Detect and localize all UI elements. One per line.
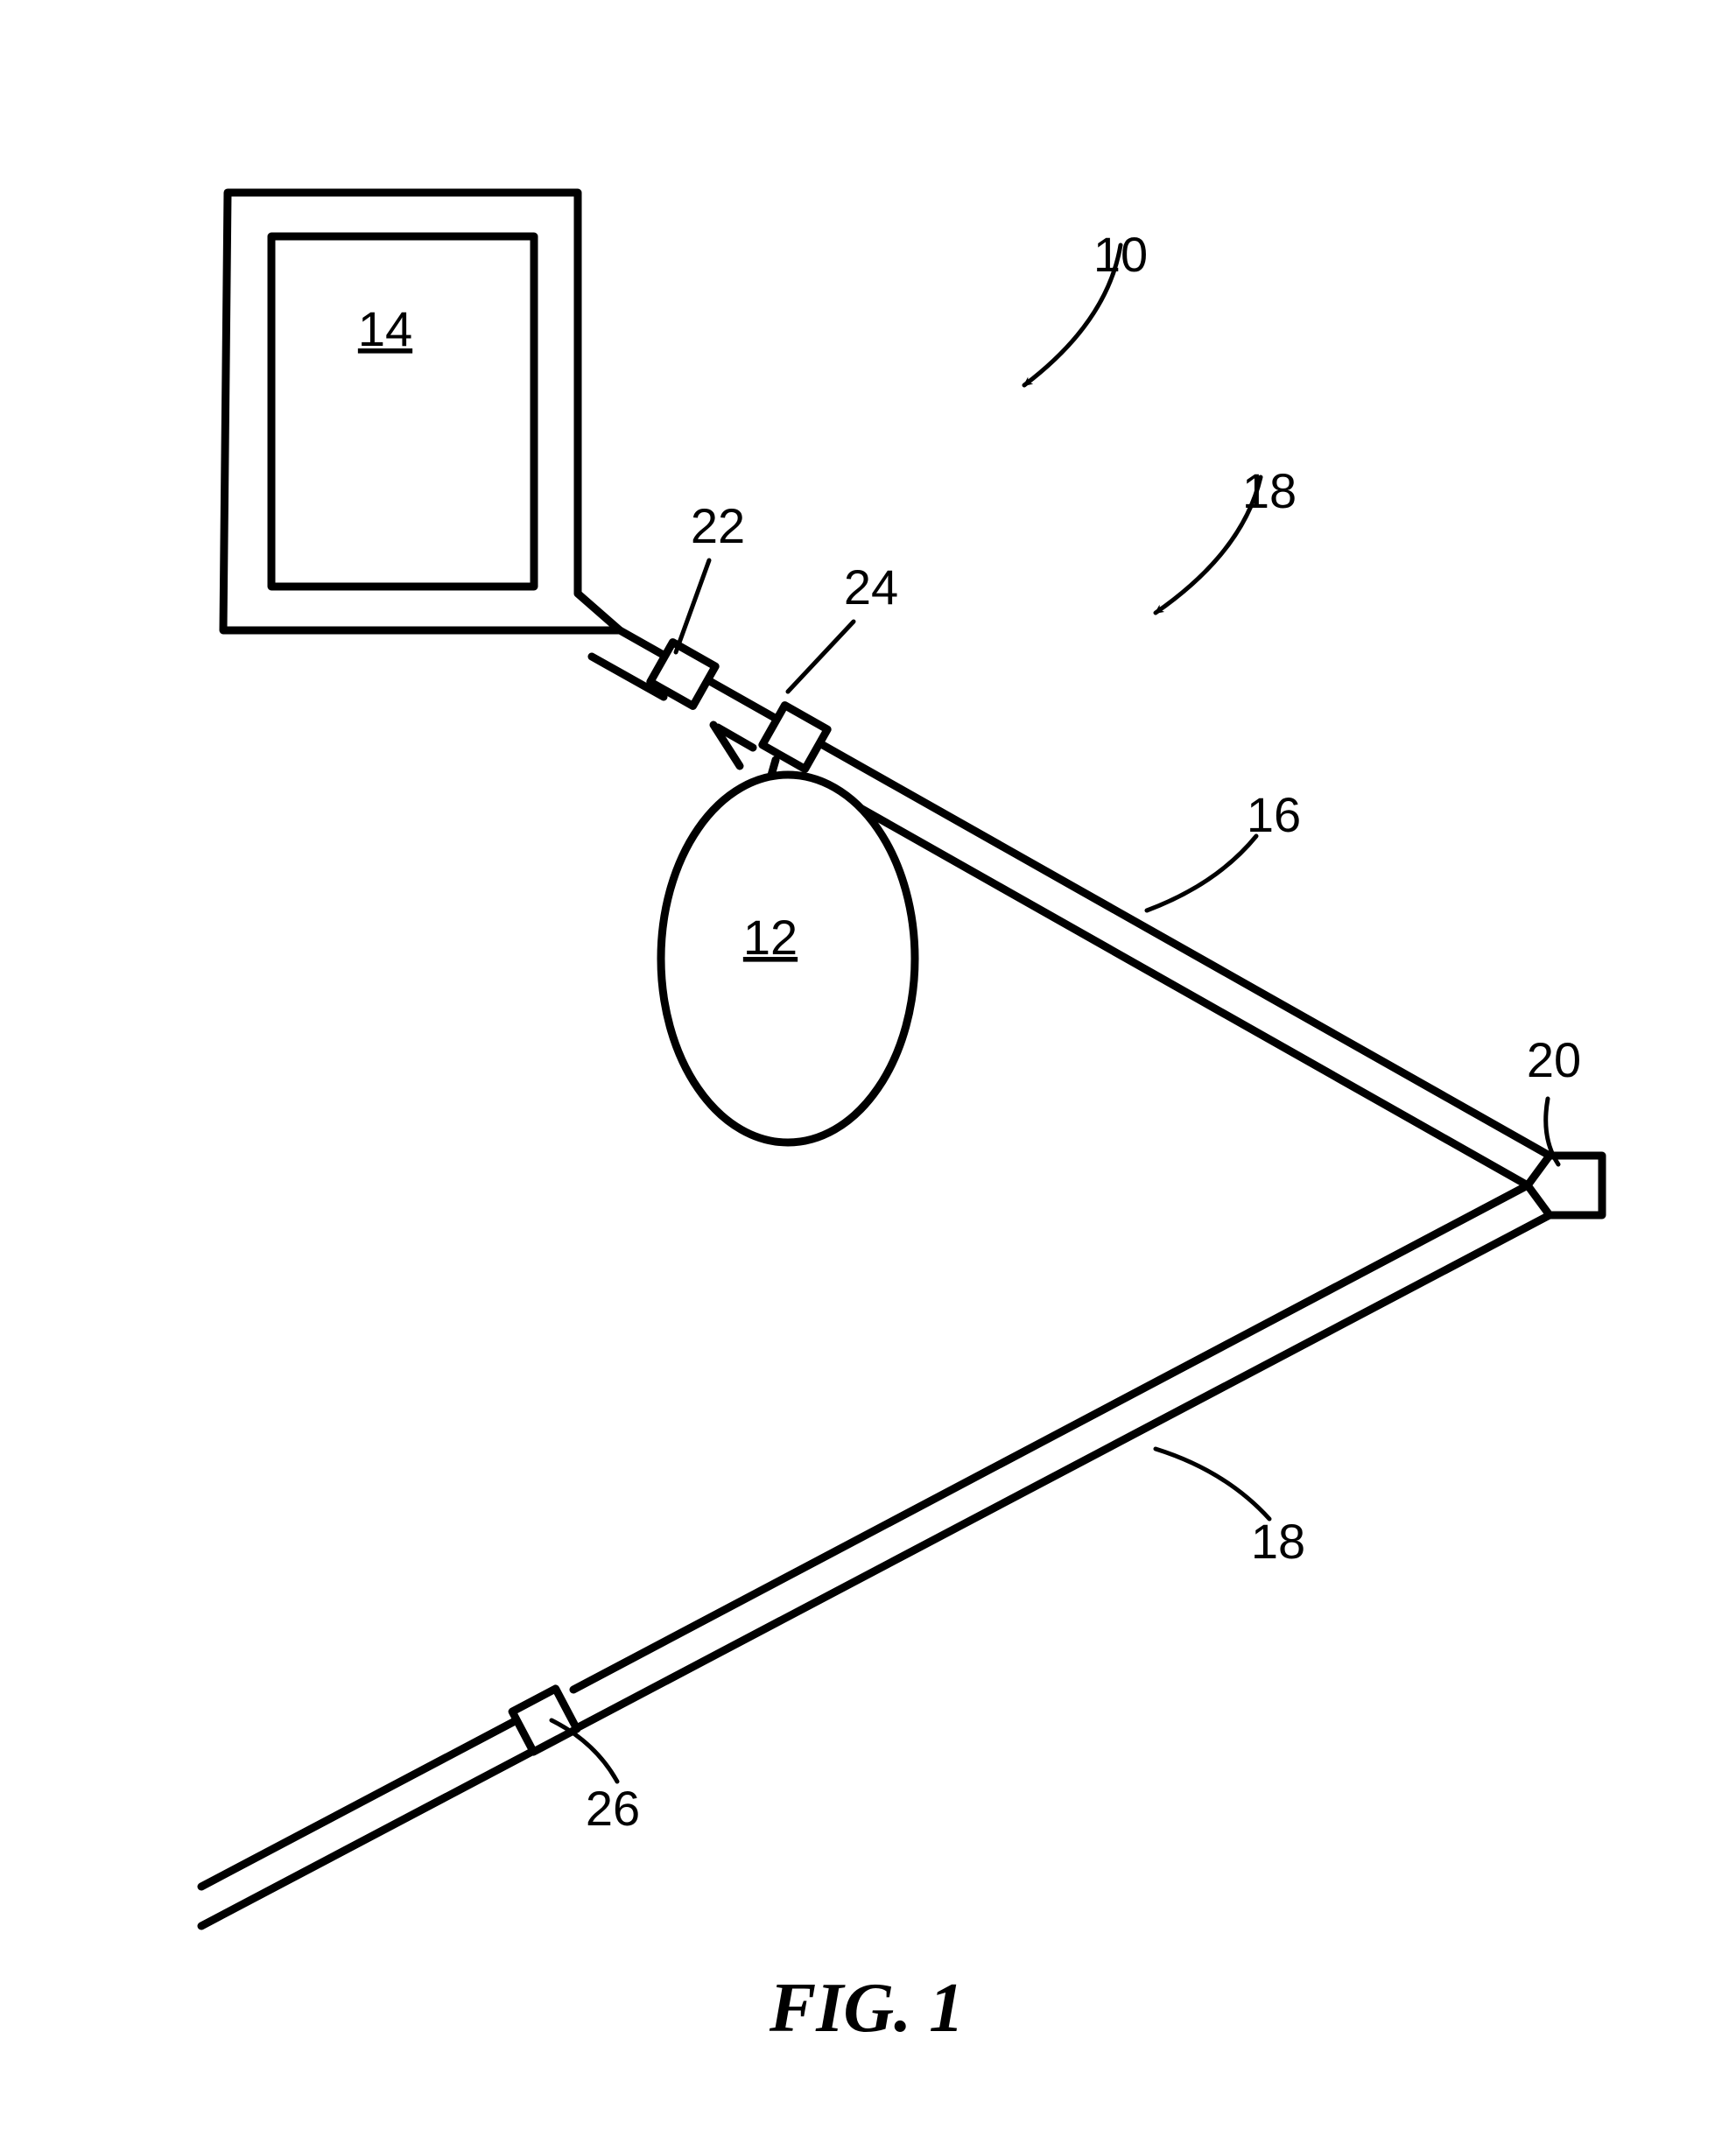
reservoir-outer: [223, 193, 620, 630]
figure-caption: FIG. 1: [769, 1970, 964, 2047]
label-26: 26: [586, 1781, 640, 1836]
label-22: 22: [691, 498, 745, 553]
leader-l22: [676, 560, 709, 652]
clamp-26: [512, 1689, 577, 1752]
labels-group: 10 14 22 24 18 16 12 20 18 26: [358, 227, 1581, 1836]
label-16: 16: [1247, 787, 1301, 842]
label-18: 18: [1251, 1514, 1305, 1569]
lower-tube-bottom: [201, 1215, 1550, 1926]
label-10: 10: [1093, 227, 1148, 282]
label-12: 12: [743, 910, 798, 965]
label-14: 14: [358, 301, 412, 356]
label-18: 18: [1242, 463, 1297, 518]
label-24: 24: [844, 559, 898, 615]
label-20: 20: [1527, 1032, 1581, 1087]
leader-l18b: [1156, 1449, 1269, 1519]
drawing-group: [201, 193, 1602, 1926]
leader-l24: [788, 622, 854, 692]
patient-connector: [1528, 1156, 1602, 1215]
leader-l16: [1147, 836, 1256, 910]
lower-tube-top: [201, 1185, 1528, 1887]
figure-svg: 10 14 22 24 18 16 12 20 18 26 FIG. 1: [0, 0, 1736, 2151]
reservoir-inner: [271, 236, 534, 587]
